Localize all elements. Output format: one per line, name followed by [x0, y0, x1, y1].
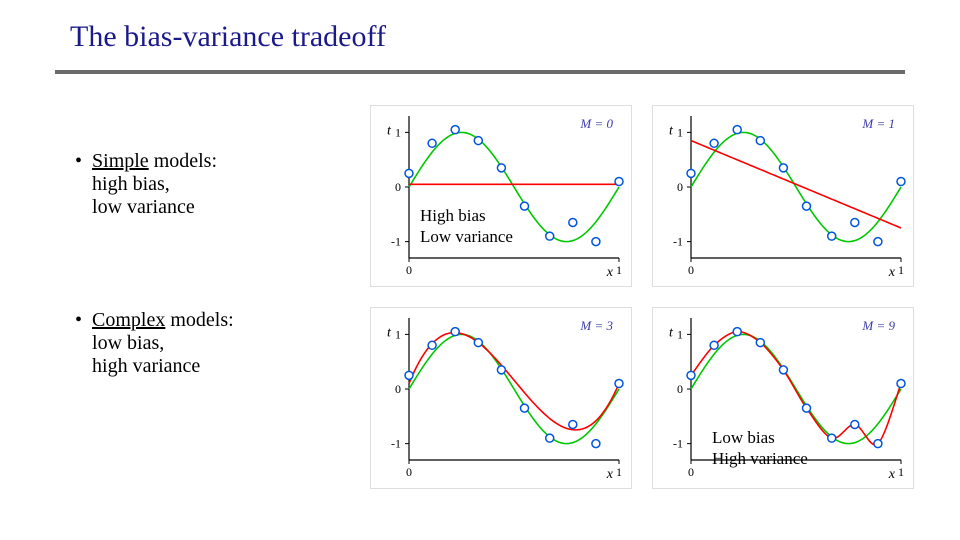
- x-tick-label: 1: [616, 465, 622, 479]
- bullet-text: Complex models: low bias, high variance: [92, 309, 234, 378]
- data-point: [569, 219, 577, 227]
- y-tick-label: 1: [677, 125, 683, 139]
- data-point: [897, 178, 905, 186]
- data-point: [710, 341, 718, 349]
- chart-wrap-m1: -10101txM = 1: [652, 105, 914, 287]
- y-tick-label: -1: [673, 437, 683, 451]
- data-point: [710, 139, 718, 147]
- data-point: [851, 421, 859, 429]
- y-axis-label: t: [669, 325, 674, 340]
- x-tick-label: 1: [898, 263, 904, 277]
- bullet-underlined: Complex: [92, 309, 165, 331]
- bullet-dot-icon: •: [75, 309, 82, 378]
- data-point: [497, 366, 505, 374]
- data-point: [756, 339, 764, 347]
- chart-wrap-m0: -10101txM = 0 High bias Low variance: [370, 105, 632, 287]
- chart-m0: -10101txM = 0: [370, 105, 632, 287]
- data-point: [615, 380, 623, 388]
- data-point: [828, 434, 836, 442]
- data-point: [733, 126, 741, 134]
- data-point: [687, 169, 695, 177]
- data-point: [615, 178, 623, 186]
- data-point: [803, 202, 811, 210]
- title-underline: [55, 70, 905, 74]
- y-tick-label: -1: [391, 235, 401, 249]
- m-order-label: M = 3: [579, 318, 613, 333]
- x-axis-label: x: [606, 265, 614, 280]
- data-point: [803, 404, 811, 412]
- y-tick-label: 0: [677, 382, 683, 396]
- y-axis-label: t: [387, 325, 392, 340]
- x-tick-label: 1: [616, 263, 622, 277]
- y-tick-label: 1: [395, 125, 401, 139]
- y-tick-label: 1: [677, 327, 683, 341]
- y-tick-label: 0: [677, 180, 683, 194]
- m-order-label: M = 1: [861, 116, 895, 131]
- true-curve: [691, 132, 901, 241]
- data-point: [474, 137, 482, 145]
- x-axis-label: x: [606, 467, 614, 482]
- data-point: [874, 238, 882, 246]
- data-point: [428, 139, 436, 147]
- data-point: [451, 126, 459, 134]
- data-point: [779, 164, 787, 172]
- chart-wrap-m9: -10101txM = 9 Low bias High variance: [652, 307, 914, 489]
- data-point: [405, 371, 413, 379]
- m-order-label: M = 0: [579, 116, 613, 131]
- data-point: [428, 341, 436, 349]
- data-point: [592, 238, 600, 246]
- chart-wrap-m3: -10101txM = 3: [370, 307, 632, 489]
- data-point: [521, 202, 529, 210]
- chart-m3: -10101txM = 3: [370, 307, 632, 489]
- data-point: [874, 440, 882, 448]
- fit-curve: [409, 333, 619, 430]
- data-point: [546, 232, 554, 240]
- x-tick-label: 0: [406, 263, 412, 277]
- bullet-dot-icon: •: [75, 150, 82, 219]
- data-point: [592, 440, 600, 448]
- data-point: [828, 232, 836, 240]
- bullet-list: • Simple models: high bias, low variance…: [75, 150, 335, 468]
- data-point: [569, 421, 577, 429]
- x-tick-label: 0: [688, 465, 694, 479]
- data-point: [405, 169, 413, 177]
- caption-high-bias: High bias Low variance: [420, 205, 513, 248]
- y-tick-label: -1: [673, 235, 683, 249]
- x-tick-label: 1: [898, 465, 904, 479]
- x-tick-label: 0: [688, 263, 694, 277]
- bullet-simple: • Simple models: high bias, low variance: [75, 150, 335, 219]
- y-tick-label: 0: [395, 382, 401, 396]
- chart-m1: -10101txM = 1: [652, 105, 914, 287]
- slide-title: The bias-variance tradeoff: [70, 20, 386, 54]
- y-axis-label: t: [387, 123, 392, 138]
- data-point: [733, 328, 741, 336]
- y-tick-label: 1: [395, 327, 401, 341]
- caption-low-bias: Low bias High variance: [712, 427, 808, 470]
- x-axis-label: x: [888, 467, 896, 482]
- data-point: [474, 339, 482, 347]
- y-tick-label: -1: [391, 437, 401, 451]
- data-point: [497, 164, 505, 172]
- y-tick-label: 0: [395, 180, 401, 194]
- bullet-complex: • Complex models: low bias, high varianc…: [75, 309, 335, 378]
- data-point: [756, 137, 764, 145]
- fit-curve: [691, 141, 901, 228]
- data-point: [451, 328, 459, 336]
- x-axis-label: x: [888, 265, 896, 280]
- data-point: [521, 404, 529, 412]
- y-axis-label: t: [669, 123, 674, 138]
- bullet-underlined: Simple: [92, 150, 149, 172]
- data-point: [779, 366, 787, 374]
- data-point: [851, 219, 859, 227]
- data-point: [687, 371, 695, 379]
- x-tick-label: 0: [406, 465, 412, 479]
- bullet-text: Simple models: high bias, low variance: [92, 150, 217, 219]
- data-point: [897, 380, 905, 388]
- data-point: [546, 434, 554, 442]
- charts-grid: -10101txM = 0 High bias Low variance -10…: [370, 105, 914, 489]
- m-order-label: M = 9: [861, 318, 895, 333]
